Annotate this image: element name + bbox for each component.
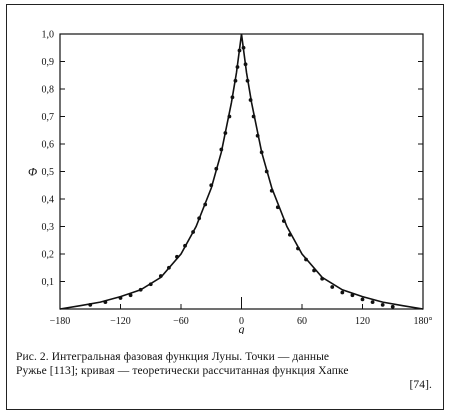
data-point — [148, 282, 153, 287]
caption-line-3: [74]. — [409, 379, 432, 391]
data-point — [350, 293, 355, 298]
y-tick-label: 1,0 — [42, 30, 55, 41]
figure-frame — [6, 4, 444, 410]
data-point — [360, 297, 365, 302]
y-tick-label: 0,5 — [42, 167, 55, 178]
y-axis-label: Φ — [28, 165, 37, 179]
axes — [59, 33, 424, 310]
x-tick-label: 120 — [355, 316, 370, 327]
data-point — [245, 78, 250, 83]
x-tick-label: −180 — [50, 316, 71, 327]
data-point — [330, 285, 335, 289]
data-point — [312, 268, 316, 273]
caption-line-1: Рис. 2. Интегральная фазовая функция Лун… — [16, 351, 330, 363]
theoretical-curve — [59, 33, 424, 310]
x-tick-label: 60 — [297, 316, 307, 327]
phase-function-chart: −180 −120 −60 0 60 120 180° 0,1 0,2 0,3 0,4 0,5 0,6 0… — [28, 30, 433, 335]
data-point — [219, 147, 224, 152]
data-point — [227, 114, 232, 119]
y-tick-label: 0,1 — [42, 277, 55, 288]
data-points — [88, 45, 395, 309]
data-point — [175, 254, 179, 259]
ticks: −180 −120 −60 0 60 120 180° 0,1 0,2 0,3 0,4 0,5 0,6 0… — [42, 30, 433, 328]
data-point — [183, 243, 187, 248]
y-tick-label: 0,2 — [42, 250, 55, 261]
data-point — [235, 65, 240, 69]
y-tick-label: 0,9 — [42, 57, 55, 68]
data-point — [103, 300, 108, 305]
data-point — [248, 98, 253, 102]
plot-frame — [59, 33, 424, 310]
data-point — [304, 257, 308, 262]
data-point — [281, 219, 286, 223]
x-axis-label: g — [239, 322, 245, 334]
y-tick-label: 0,4 — [42, 195, 55, 206]
data-point — [275, 205, 280, 210]
data-point — [167, 265, 171, 270]
data-point — [203, 202, 208, 207]
x-tick-label: 180° — [414, 316, 433, 327]
data-point — [118, 296, 123, 300]
data-point — [230, 95, 235, 100]
data-point — [269, 188, 274, 193]
data-point — [243, 62, 248, 67]
caption-line-2: Ружье [113]; кривая — теоретически рассч… — [16, 365, 349, 377]
x-tick-label: 0 — [239, 316, 244, 327]
data-point — [251, 114, 256, 119]
y-tick-label: 0,7 — [42, 112, 55, 123]
data-point — [223, 131, 228, 135]
data-point — [88, 302, 93, 307]
data-point — [241, 45, 246, 50]
data-point — [191, 230, 196, 234]
data-point — [340, 290, 345, 295]
y-tick-label: 0,3 — [42, 222, 55, 233]
data-point — [255, 133, 260, 138]
data-point — [320, 276, 325, 281]
data-point — [214, 166, 219, 171]
data-point — [138, 287, 143, 292]
data-point — [264, 169, 269, 174]
data-point — [209, 183, 214, 188]
data-point — [380, 302, 385, 307]
data-point — [237, 48, 242, 53]
data-point — [233, 78, 238, 83]
data-point — [288, 232, 292, 237]
data-point — [158, 274, 163, 278]
data-point — [370, 300, 375, 305]
data-point — [390, 304, 395, 309]
x-tick-label: −60 — [173, 316, 189, 327]
data-point — [296, 246, 300, 251]
y-tick-label: 0,6 — [42, 140, 55, 151]
data-point — [128, 293, 133, 298]
data-point — [259, 150, 264, 155]
x-tick-label: −120 — [110, 316, 131, 327]
data-point — [197, 216, 202, 221]
figure-caption: Рис. 2. Интегральная фазовая функция Лун… — [16, 350, 432, 392]
y-tick-label: 0,8 — [42, 85, 55, 96]
